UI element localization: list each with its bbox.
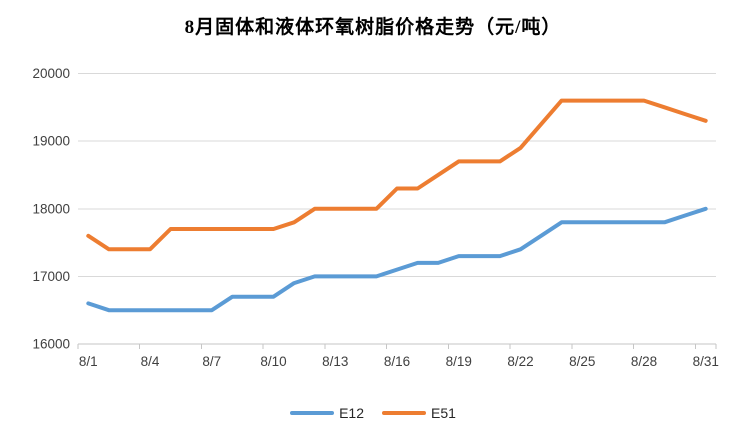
y-axis-label: 17000 xyxy=(32,269,70,284)
x-axis-label: 8/16 xyxy=(384,354,410,369)
x-axis-label: 8/31 xyxy=(693,354,719,369)
legend-item-E12: E12 xyxy=(290,406,364,420)
chart-title: 8月固体和液体环氧树脂价格走势（元/吨） xyxy=(184,17,562,38)
y-axis-label: 18000 xyxy=(32,201,70,216)
legend-label: E51 xyxy=(431,405,456,421)
legend-swatch-E51 xyxy=(382,411,426,415)
x-axis-label: 8/25 xyxy=(569,354,595,369)
x-axis-label: 8/13 xyxy=(322,354,348,369)
x-axis-label: 8/7 xyxy=(202,354,221,369)
x-axis-label: 8/4 xyxy=(141,354,160,369)
legend: E12 E51 xyxy=(0,401,746,425)
legend-swatch-E12 xyxy=(290,411,335,415)
y-axis-label: 16000 xyxy=(32,337,70,352)
y-axis-label: 19000 xyxy=(32,134,70,149)
x-axis-label: 8/1 xyxy=(79,354,98,369)
legend-label: E12 xyxy=(339,405,364,421)
x-axis-label: 8/19 xyxy=(446,354,472,369)
x-axis-label: 8/10 xyxy=(260,354,286,369)
x-axis-label: 8/22 xyxy=(507,354,533,369)
series-line-E51 xyxy=(86,98,708,252)
y-axis-label: 20000 xyxy=(32,66,70,81)
series-line-E12 xyxy=(86,206,708,313)
legend-item-E51: E51 xyxy=(382,406,456,420)
x-axis-label: 8/28 xyxy=(631,354,657,369)
plot-area: 16000 17000 18000 19000 20000 8/1 8/4 8/7 8/10 8/… xyxy=(32,66,719,369)
